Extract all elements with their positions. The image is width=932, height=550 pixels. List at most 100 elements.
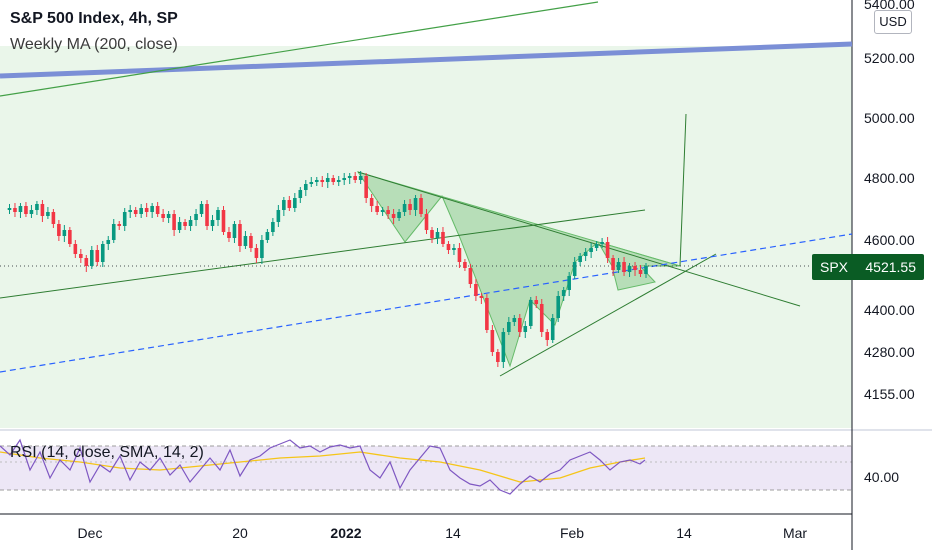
upper-channel-line[interactable] [0, 1, 599, 97]
triangle-support-line[interactable] [499, 253, 717, 377]
candle-body[interactable] [479, 296, 484, 298]
candle-body[interactable] [386, 210, 390, 214]
falling-trend-line[interactable] [357, 171, 801, 307]
candle-body[interactable] [68, 230, 72, 244]
candle-body[interactable] [309, 182, 314, 184]
candle-body[interactable] [161, 214, 165, 218]
candle-body[interactable] [556, 296, 561, 318]
candle-body[interactable] [265, 232, 270, 240]
candle-body[interactable] [358, 176, 363, 180]
candle-body[interactable] [375, 206, 379, 212]
candle-body[interactable] [578, 256, 582, 262]
candle-body[interactable] [287, 200, 292, 208]
candle-body[interactable] [172, 214, 176, 230]
candle-body[interactable] [133, 210, 138, 214]
candle-body[interactable] [485, 298, 489, 330]
candle-body[interactable] [550, 318, 555, 340]
candle-body[interactable] [128, 210, 133, 212]
candle-body[interactable] [243, 236, 248, 246]
candle-body[interactable] [380, 210, 385, 212]
candle-body[interactable] [512, 318, 517, 322]
candle-body[interactable] [100, 244, 105, 262]
candle-body[interactable] [325, 178, 330, 182]
candle-body[interactable] [95, 250, 100, 262]
price-axis[interactable]: 5400.00 5200.00 5000.00 4800.00 4600.00 4400.… [864, 0, 915, 402]
candle-body[interactable] [13, 208, 17, 212]
candle-body[interactable] [24, 206, 28, 214]
candle-body[interactable] [501, 332, 506, 362]
candle-body[interactable] [424, 214, 429, 230]
candle-body[interactable] [364, 176, 368, 198]
candle-body[interactable] [600, 242, 604, 244]
candle-body[interactable] [622, 262, 626, 272]
candle-body[interactable] [166, 214, 171, 218]
candle-body[interactable] [572, 262, 577, 276]
candle-body[interactable] [523, 326, 528, 332]
candle-body[interactable] [452, 248, 456, 250]
candle-body[interactable] [413, 198, 418, 210]
candle-body[interactable] [528, 300, 533, 326]
target-projection-line[interactable] [679, 113, 687, 267]
candle-body[interactable] [336, 180, 341, 182]
candle-body[interactable] [216, 210, 220, 220]
candle-body[interactable] [463, 262, 467, 268]
candle-body[interactable] [430, 230, 434, 238]
candle-body[interactable] [303, 184, 308, 190]
candle-body[interactable] [51, 212, 56, 224]
candle-body[interactable] [468, 268, 473, 284]
candle-body[interactable] [594, 244, 599, 248]
candle-body[interactable] [227, 232, 231, 238]
candle-body[interactable] [298, 190, 303, 198]
candle-body[interactable] [545, 332, 550, 340]
candle-body[interactable] [106, 240, 111, 244]
candle-body[interactable] [62, 230, 67, 236]
candle-body[interactable] [314, 180, 319, 182]
candle-body[interactable] [347, 176, 352, 178]
candle-body[interactable] [638, 270, 643, 274]
candle-body[interactable] [611, 258, 615, 270]
candle-body[interactable] [46, 212, 50, 216]
candle-body[interactable] [210, 220, 215, 226]
candle-body[interactable] [271, 222, 275, 232]
candle-body[interactable] [89, 250, 94, 266]
candle-body[interactable] [353, 176, 357, 180]
candle-body[interactable] [342, 178, 347, 180]
currency-button[interactable]: USD [874, 10, 912, 34]
candle-body[interactable] [183, 222, 187, 226]
candle-body[interactable] [369, 198, 374, 206]
candle-body[interactable] [177, 222, 182, 230]
candle-body[interactable] [561, 290, 566, 296]
candlestick-series[interactable] [7, 171, 648, 368]
candle-body[interactable] [199, 204, 204, 214]
candle-body[interactable] [260, 240, 264, 258]
dashed-trend-line[interactable] [0, 233, 853, 373]
candle-body[interactable] [221, 210, 226, 232]
candle-body[interactable] [627, 266, 632, 272]
candle-body[interactable] [391, 214, 396, 218]
candle-body[interactable] [194, 214, 198, 220]
candle-body[interactable] [616, 262, 621, 270]
candle-body[interactable] [534, 300, 539, 304]
candle-body[interactable] [441, 232, 445, 244]
candle-body[interactable] [111, 224, 116, 240]
candle-body[interactable] [496, 352, 500, 362]
candle-body[interactable] [73, 244, 78, 254]
candle-body[interactable] [18, 206, 23, 212]
candle-body[interactable] [40, 204, 45, 216]
candle-body[interactable] [188, 220, 193, 226]
candle-body[interactable] [35, 204, 39, 210]
candle-body[interactable] [419, 198, 423, 214]
candle-body[interactable] [490, 330, 495, 352]
candle-body[interactable] [276, 210, 281, 222]
candle-body[interactable] [633, 266, 637, 270]
candle-body[interactable] [457, 248, 462, 262]
candle-body[interactable] [254, 248, 259, 258]
candle-body[interactable] [589, 248, 593, 252]
candle-body[interactable] [567, 276, 571, 290]
candle-body[interactable] [238, 224, 242, 246]
candle-body[interactable] [79, 254, 83, 258]
candle-body[interactable] [139, 208, 143, 214]
rising-trend-line[interactable] [0, 209, 646, 299]
candle-body[interactable] [583, 252, 588, 256]
